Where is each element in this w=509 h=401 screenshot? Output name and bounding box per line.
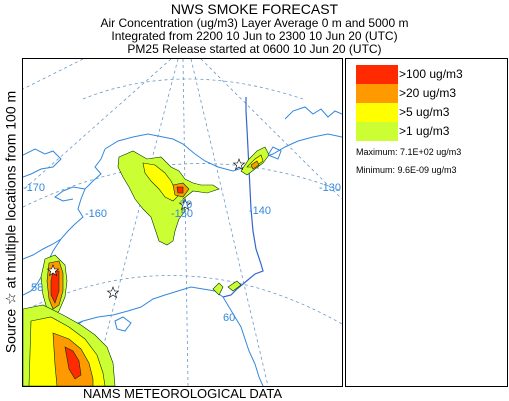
legend-swatch — [356, 122, 398, 141]
legend-swatch — [356, 65, 398, 84]
kodiak — [114, 316, 132, 332]
plume-interior-level2 — [142, 162, 180, 202]
smoke-plumes — [23, 146, 270, 386]
legend-label: >1 ug/m3 — [399, 124, 450, 138]
west-coast — [23, 148, 106, 260]
forecast-title: NWS SMOKE FORECAST — [170, 1, 339, 17]
concentration-subtitle: Air Concentration (ug/m3) Layer Average … — [100, 16, 409, 30]
source-location-label: Source ☆ at multiple locations from 100 … — [2, 90, 19, 354]
lon-line-160 — [92, 59, 179, 386]
legend: >100 ug/m3 >20 ug/m3 >5 ug/m3 >1 ug/m3 M… — [345, 58, 508, 387]
panhandle — [222, 296, 264, 386]
star-icon — [232, 158, 246, 171]
lon-line-130 — [200, 59, 342, 200]
source-markers — [46, 158, 246, 299]
chukotka — [23, 148, 62, 178]
release-start: PM25 Release started at 0600 10 Jun 20 (… — [127, 42, 382, 56]
mackenzie-delta — [267, 146, 282, 160]
plume-west-level3 — [50, 270, 60, 304]
longitude-lines — [23, 59, 342, 386]
lat-label-58: 58 — [31, 282, 43, 294]
lon-line-170 — [23, 59, 172, 191]
lat-line-80 — [82, 78, 304, 100]
canada-arctic-coast — [284, 106, 342, 120]
minimum-value: Minimum: 9.6E-09 ug/m3 — [356, 165, 457, 175]
legend-swatch — [356, 103, 398, 122]
legend-swatch — [356, 84, 398, 103]
seward-peninsula — [54, 186, 86, 202]
met-data-label: NAMS METEOROLOGICAL DATA — [82, 386, 283, 401]
lon-line-140 — [190, 59, 269, 386]
plume-southeast — [212, 282, 224, 296]
graticule-labels: -170 -160 -150 -140 -130 70 60 58 — [23, 182, 341, 324]
lat-label-70: 70 — [180, 199, 192, 211]
plume-south-island — [227, 280, 242, 292]
legend-label: >5 ug/m3 — [399, 105, 450, 119]
plume-interior-level4 — [176, 186, 184, 194]
north-coast — [104, 133, 342, 172]
latitude-lines — [23, 78, 342, 325]
lon-line-150-west — [23, 59, 84, 90]
lon-label-160: -160 — [85, 208, 107, 220]
lon-label-140: -140 — [249, 205, 271, 217]
star-icon — [46, 264, 60, 277]
legend-label: >100 ug/m3 — [399, 67, 463, 81]
maximum-value: Maximum: 7.1E+02 ug/m3 — [356, 147, 462, 157]
integration-period: Integrated from 2200 10 Jun to 2300 10 J… — [111, 29, 398, 43]
smoke-map: -170 -160 -150 -140 -130 70 60 58 — [22, 58, 343, 387]
legend-label: >20 ug/m3 — [399, 86, 457, 100]
alaska-canada-border — [222, 97, 264, 298]
star-icon — [178, 198, 192, 211]
lon-label-150: -150 — [171, 208, 193, 220]
lat-label-60: 60 — [223, 312, 235, 324]
star-icon — [106, 286, 120, 299]
plume-southwest-level4 — [64, 346, 82, 380]
lon-label-130: -130 — [319, 182, 341, 194]
lon-line-150 — [182, 59, 189, 386]
plume-east-level3 — [250, 160, 260, 170]
lat-line-60 — [23, 275, 342, 325]
lon-label-170: -170 — [23, 182, 45, 194]
map-canvas: -170 -160 -150 -140 -130 70 60 58 — [23, 59, 342, 386]
